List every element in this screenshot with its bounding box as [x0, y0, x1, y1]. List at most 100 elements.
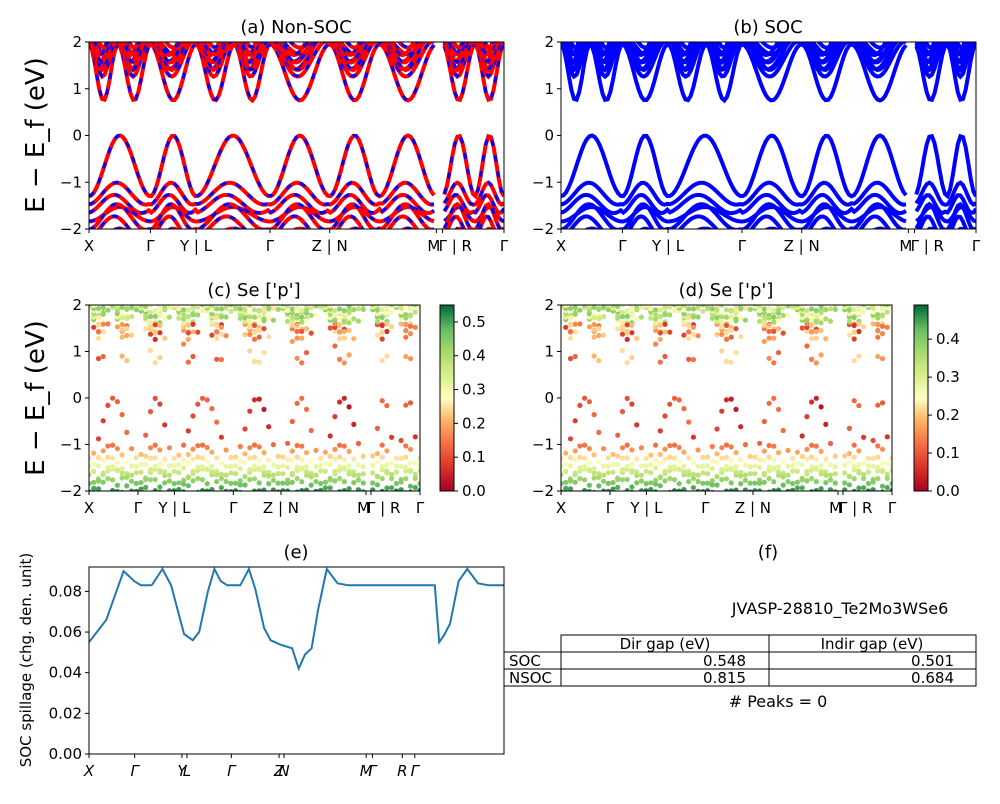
projected-point	[162, 316, 168, 322]
colorbar-ticks-c: 0.5 0.4 0.3 0.2 0.1 0.0	[454, 313, 486, 500]
projected-point	[662, 456, 668, 462]
projected-point	[681, 491, 686, 496]
projected-point	[794, 460, 801, 466]
projected-point	[176, 480, 182, 486]
projected-point	[823, 336, 829, 342]
projected-point	[624, 360, 630, 366]
projected-point	[809, 336, 815, 342]
projected-point	[875, 315, 881, 321]
projected-point	[280, 471, 286, 477]
projected-point	[709, 458, 715, 464]
projected-point	[256, 488, 262, 491]
projected-point	[270, 487, 276, 491]
projected-point	[247, 477, 253, 483]
projected-point	[114, 399, 120, 405]
projected-point	[705, 471, 711, 477]
projected-point	[889, 468, 892, 474]
projected-point	[251, 336, 258, 342]
table-row-label-nsoc: NSOC	[509, 669, 552, 687]
projected-point	[638, 488, 644, 491]
projected-point	[95, 478, 102, 484]
colorbar-tick-label: 0.4	[462, 347, 486, 365]
projected-point	[676, 305, 682, 309]
projected-point	[619, 409, 626, 415]
projected-point	[572, 305, 578, 311]
x-tick-label: Γ	[888, 499, 897, 517]
projected-point	[686, 335, 692, 342]
projected-point	[374, 307, 380, 313]
projected-point	[884, 434, 890, 440]
projected-point	[313, 472, 319, 478]
projected-point	[157, 312, 163, 318]
projected-point	[341, 314, 347, 320]
projected-point	[733, 472, 739, 478]
peaks-count: # Peaks = 0	[729, 692, 828, 711]
projected-point	[251, 314, 258, 320]
projected-point	[166, 463, 172, 469]
projected-point	[671, 305, 678, 308]
projected-point	[261, 307, 267, 313]
projected-point	[596, 471, 602, 477]
projected-point	[285, 456, 291, 463]
projected-point	[152, 360, 158, 366]
projected-point	[171, 305, 177, 309]
projected-point	[233, 305, 238, 307]
projected-point	[738, 481, 744, 487]
projected-point	[214, 472, 220, 478]
projected-point	[610, 451, 616, 457]
projected-point	[884, 324, 890, 330]
projected-point	[256, 444, 262, 450]
x-ticks-e: X Γ YL Γ ZN MΓ R Γ	[83, 754, 421, 780]
projected-point	[351, 307, 357, 313]
projected-point	[813, 335, 819, 341]
projected-point	[827, 462, 834, 468]
projected-point	[337, 442, 343, 448]
projected-point	[237, 315, 243, 321]
projected-point	[709, 306, 715, 312]
projected-point	[619, 309, 626, 315]
projected-point	[138, 305, 144, 309]
projected-point	[879, 468, 886, 475]
colorbar-c	[439, 304, 455, 492]
projected-point	[157, 330, 163, 336]
projected-point	[780, 458, 786, 464]
projected-point	[634, 316, 640, 322]
projected-point	[308, 427, 314, 434]
projected-point	[119, 327, 125, 333]
projected-point	[700, 308, 706, 314]
projected-point	[133, 488, 139, 491]
projected-point	[733, 450, 739, 456]
projected-point	[861, 485, 867, 491]
projected-point	[880, 489, 885, 491]
projected-point	[719, 455, 725, 461]
projected-point	[780, 474, 786, 480]
projected-point	[681, 311, 687, 317]
projected-point	[379, 454, 385, 460]
y-ticks-c: 2 1 0 −1 −2	[60, 296, 89, 500]
projected-point	[204, 458, 210, 464]
panel-c-title: (c) Se ['p']	[207, 280, 300, 301]
table-cell-nsoc-dir: 0.815	[703, 669, 746, 687]
projected-point	[313, 463, 319, 469]
projected-point	[147, 309, 154, 315]
projected-point	[313, 312, 319, 318]
projected-point	[809, 329, 815, 335]
projected-point	[804, 414, 810, 420]
projected-point	[700, 470, 706, 476]
projected-point	[327, 433, 333, 439]
projected-point	[412, 324, 418, 330]
band-line	[89, 133, 504, 200]
projected-point	[719, 305, 725, 308]
projected-point	[124, 429, 130, 435]
projected-point	[671, 477, 678, 483]
projected-point	[596, 332, 602, 339]
projected-point	[407, 446, 414, 452]
y-tick-label: 0	[544, 127, 554, 145]
colorbar-tick-label: 0.2	[462, 414, 486, 432]
projected-point	[842, 300, 847, 305]
projected-point	[766, 322, 772, 328]
projected-point	[638, 314, 645, 320]
projected-points-c	[89, 305, 420, 491]
projected-point	[318, 487, 324, 491]
projected-point	[752, 480, 758, 486]
